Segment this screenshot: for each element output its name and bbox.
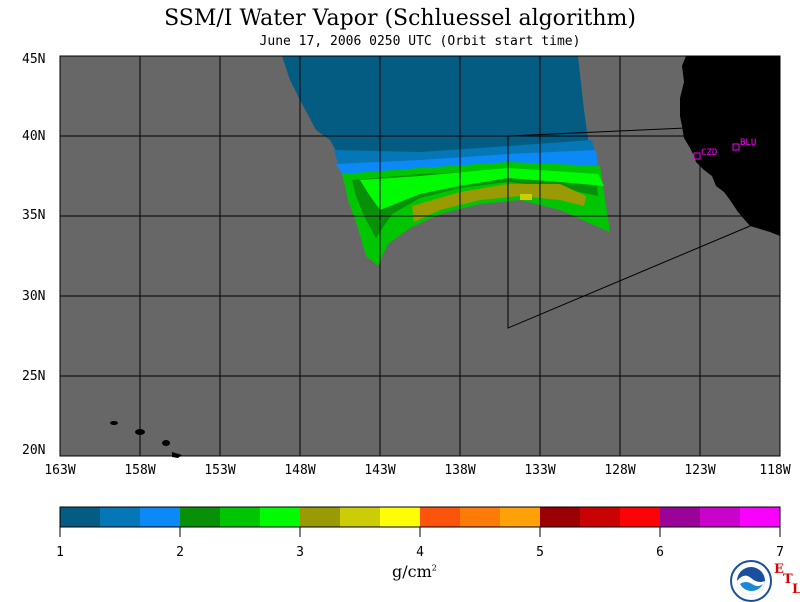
lab-letter-t: T [783,572,793,587]
north-america-land [680,56,780,236]
colorbar-segment [340,507,381,527]
colorbar-segment [460,507,501,527]
colorbar-segment [100,507,141,527]
lon-label-138w: 138W [444,463,476,478]
lat-label-20n: 20N [22,443,46,458]
station-markers [693,143,740,160]
swath-dark-blue [282,56,590,158]
colorbar-tick-2: 2 [176,545,184,560]
colorbar-segment [580,507,621,527]
colorbar-segment [540,507,581,527]
lat-label-25n: 25N [22,369,46,384]
lon-label-133w: 133W [524,463,556,478]
lon-label-123w: 123W [684,463,716,478]
colorbar-tick-3: 3 [296,545,304,560]
colorbar-tick-7: 7 [776,545,784,560]
lat-label-30n: 30N [22,289,46,304]
lon-label-118w: 118W [759,463,791,478]
colorbar-segment [140,507,181,527]
lon-label-148w: 148W [284,463,316,478]
colorbar-tick-6: 6 [656,545,664,560]
colorbar-segment [620,507,661,527]
colorbar-tick-4: 4 [416,545,424,560]
colorbar-segment [420,507,461,527]
colorbar-tick-5: 5 [536,545,544,560]
lat-label-40n: 40N [22,129,46,144]
colorbar-units: g/cm2 [392,562,437,581]
colorbar-segment [380,507,421,527]
map-title: SSM/I Water Vapor (Schluessel algorithm) [164,6,636,31]
swath-bright-green [360,168,604,210]
colorbar-segment [740,507,781,527]
noaa-logo [730,560,772,602]
colorbar-segment [500,507,541,527]
colorbar-tick-marks [59,527,781,537]
colorbar-segment [660,507,701,527]
units-exponent: 2 [431,563,437,573]
lab-letter-l: L [792,582,800,597]
map-grid [60,56,780,456]
colorbar-segment [60,507,101,527]
lon-label-158w: 158W [124,463,156,478]
colorbar [60,507,781,527]
swath-yellow-green [520,194,532,200]
lon-label-163w: 163W [44,463,76,478]
domain-outline [507,127,751,329]
station-label-blu: BLU [740,138,757,148]
lat-label-35n: 35N [22,208,46,223]
lat-label-45n: 45N [22,52,46,67]
map-subtitle: June 17, 2006 0250 UTC (Orbit start time… [259,34,581,49]
water-vapor-swath [282,56,610,266]
station-czd-marker [693,152,701,160]
lab-letter-e: E [774,562,784,577]
colorbar-segment [700,507,741,527]
map-frame [59,55,781,457]
colorbar-segment [220,507,261,527]
station-label-czd: CZD [701,148,718,158]
lon-label-128w: 128W [604,463,636,478]
lon-label-143w: 143W [364,463,396,478]
lon-label-153w: 153W [204,463,236,478]
station-blu-marker [732,143,740,151]
units-text: g/cm [392,562,432,581]
swath-olive [412,184,586,222]
colorbar-tick-1: 1 [56,545,64,560]
colorbar-segment [300,507,341,527]
colorbar-segment [180,507,221,527]
colorbar-segment [260,507,301,527]
